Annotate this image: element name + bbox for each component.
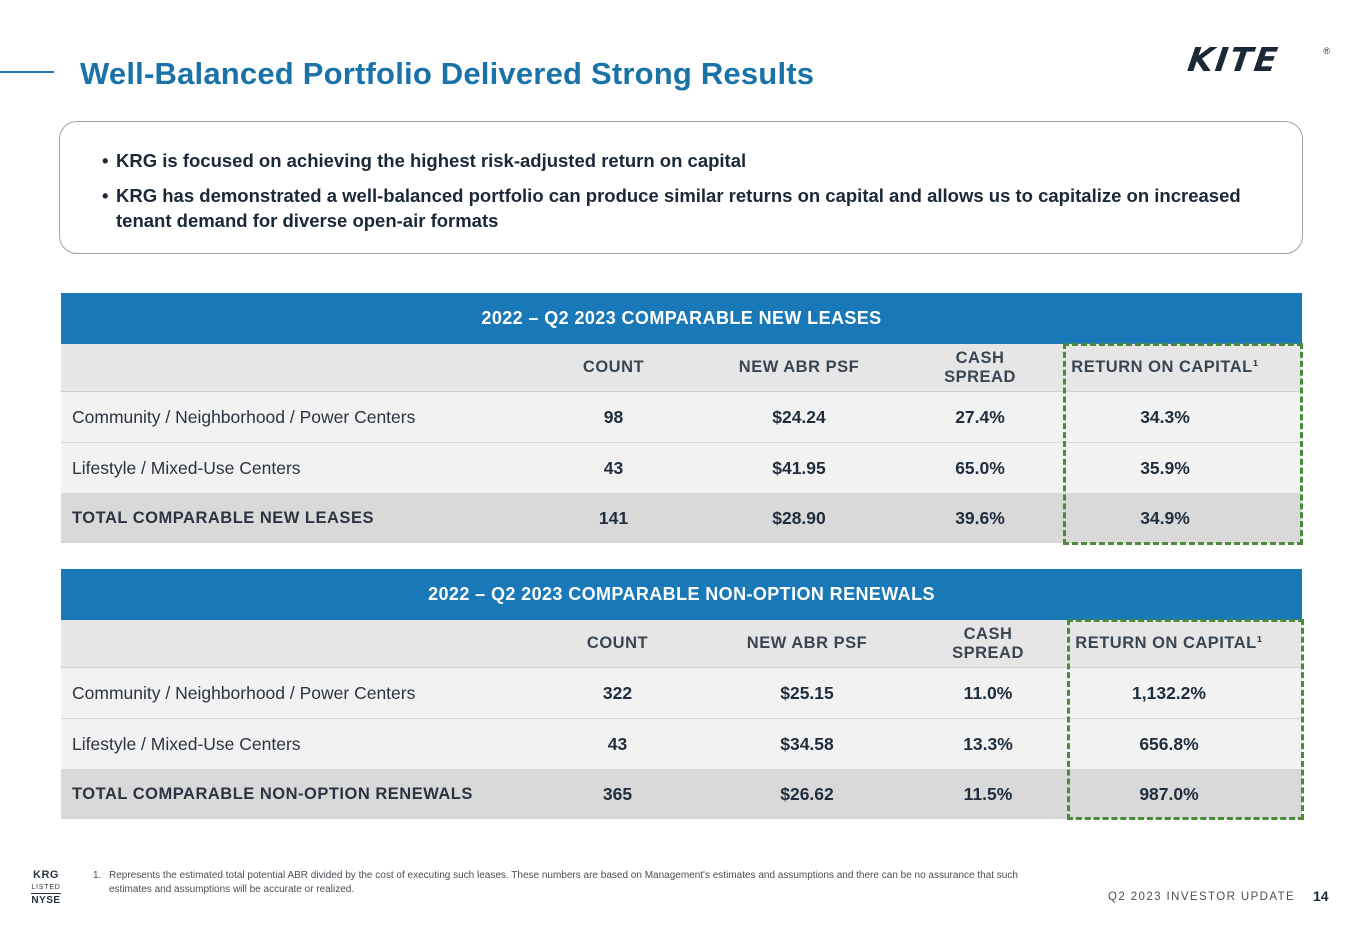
roc-value: 35.9% (1140, 457, 1190, 478)
badge-exchange: NYSE (31, 895, 61, 906)
count-value: 43 (603, 457, 624, 478)
badge-ticker: KRG (33, 869, 59, 881)
roc-value: 656.8% (1139, 733, 1199, 754)
count-value: 322 (602, 682, 633, 703)
footnote-number: 1. (93, 870, 102, 881)
abr-value: $41.95 (772, 457, 826, 478)
row-label: Lifestyle / Mixed-Use Centers (72, 733, 301, 754)
row-label: TOTAL COMPARABLE NON-OPTION RENEWALS (72, 784, 473, 803)
roc-value: 987.0% (1139, 783, 1199, 804)
roc-value: 34.9% (1140, 507, 1190, 528)
row-label: Community / Neighborhood / Power Centers (72, 682, 416, 703)
column-header-spread: CASH SPREAD (944, 348, 1016, 386)
column-header-row: COUNT NEW ABR PSF CASH SPREAD RETURN ON … (61, 620, 1302, 668)
abr-value: $28.90 (772, 507, 826, 528)
spread-value: 13.3% (963, 733, 1013, 754)
column-header-count: COUNT (586, 634, 649, 652)
page-title: Well-Balanced Portfolio Delivered Strong… (80, 56, 815, 91)
spread-value: 39.6% (955, 507, 1005, 528)
kite-logo: KITE ® (1185, 40, 1330, 79)
key-points-callout: KRG is focused on achieving the highest … (59, 121, 1303, 254)
count-value: 141 (598, 507, 629, 528)
nyse-listed-badge: KRG LISTED NYSE (31, 869, 61, 907)
abr-value: $25.15 (780, 682, 834, 703)
table-row: Lifestyle / Mixed-Use Centers 43 $34.58 … (61, 719, 1302, 770)
total-row: TOTAL COMPARABLE NON-OPTION RENEWALS 365… (61, 770, 1302, 819)
column-header-row: COUNT NEW ABR PSF CASH SPREAD RETURN ON … (61, 344, 1302, 392)
table-title: 2022 – Q2 2023 COMPARABLE NEW LEASES (61, 293, 1302, 344)
count-value: 43 (607, 733, 628, 754)
return-on-capital-highlight (1063, 343, 1303, 545)
column-header-roc: RETURN ON CAPITAL¹ (1075, 634, 1263, 652)
row-label: Lifestyle / Mixed-Use Centers (72, 457, 301, 478)
roc-value: 34.3% (1140, 406, 1190, 427)
abr-value: $26.62 (780, 783, 834, 804)
column-header-abr: NEW ABR PSF (738, 358, 860, 376)
table-row: Community / Neighborhood / Power Centers… (61, 668, 1302, 719)
row-label: TOTAL COMPARABLE NEW LEASES (72, 508, 374, 527)
column-header-abr: NEW ABR PSF (746, 634, 868, 652)
column-header-spread: CASH SPREAD (952, 624, 1024, 662)
table-title: 2022 – Q2 2023 COMPARABLE NON-OPTION REN… (61, 569, 1302, 620)
footnote-text: Represents the estimated total potential… (109, 870, 1018, 895)
spread-value: 27.4% (955, 406, 1005, 427)
footer-label: Q2 2023 INVESTOR UPDATE (1108, 891, 1296, 903)
abr-value: $24.24 (772, 406, 826, 427)
badge-listed: LISTED (31, 884, 61, 891)
callout-bullet: KRG has demonstrated a well-balanced por… (102, 183, 1262, 233)
renewals-table: 2022 – Q2 2023 COMPARABLE NON-OPTION REN… (61, 569, 1302, 819)
abr-value: $34.58 (780, 733, 834, 754)
badge-divider (31, 893, 61, 894)
count-value: 365 (602, 783, 633, 804)
row-label: Community / Neighborhood / Power Centers (72, 406, 416, 427)
column-header-count: COUNT (582, 358, 645, 376)
roc-value: 1,132.2% (1132, 682, 1206, 703)
page-number: 14 (1313, 888, 1329, 904)
logo-wordmark: KITE (1185, 40, 1282, 79)
registered-mark: ® (1323, 46, 1330, 56)
new-leases-table: 2022 – Q2 2023 COMPARABLE NEW LEASES COU… (61, 293, 1302, 543)
spread-value: 11.0% (963, 682, 1013, 703)
footnote: 1. Represents the estimated total potent… (93, 869, 1063, 897)
table-row: Community / Neighborhood / Power Centers… (61, 392, 1302, 443)
table-row: Lifestyle / Mixed-Use Centers 43 $41.95 … (61, 443, 1302, 494)
spread-value: 11.5% (963, 783, 1013, 804)
callout-bullet: KRG is focused on achieving the highest … (102, 148, 1262, 173)
column-header-roc: RETURN ON CAPITAL¹ (1071, 358, 1259, 376)
total-row: TOTAL COMPARABLE NEW LEASES 141 $28.90 3… (61, 494, 1302, 543)
title-accent-line (0, 71, 54, 73)
spread-value: 65.0% (955, 457, 1005, 478)
return-on-capital-highlight (1067, 619, 1304, 820)
count-value: 98 (603, 406, 624, 427)
